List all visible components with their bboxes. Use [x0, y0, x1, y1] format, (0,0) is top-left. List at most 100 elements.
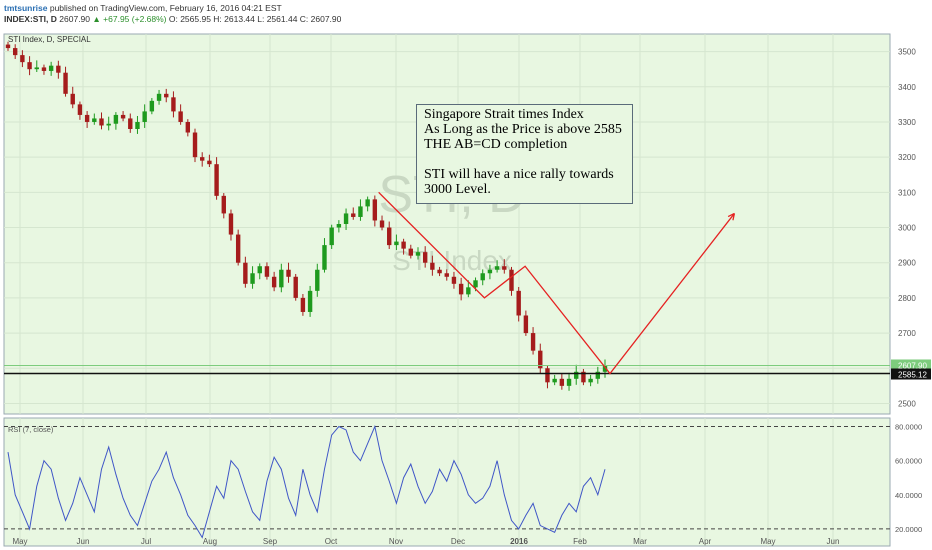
- candle: [530, 333, 536, 351]
- candle: [106, 123, 111, 126]
- candle: [27, 62, 32, 70]
- abcd-pattern-line: [378, 191, 735, 375]
- candle: [394, 241, 399, 246]
- candle: [178, 111, 183, 122]
- rsi-tick-label: 60.0000: [895, 457, 922, 466]
- candle: [329, 227, 334, 246]
- rsi-line: [7, 424, 606, 539]
- support-price-tag: [891, 368, 931, 380]
- candle: [502, 266, 507, 270]
- ohlc-values: O: 2565.95 H: 2613.44 L: 2561.44 C: 2607…: [168, 14, 342, 24]
- candle: [34, 67, 39, 70]
- candle: [602, 365, 608, 372]
- candle: [358, 206, 363, 217]
- annotation-line: [424, 152, 632, 167]
- x-tick-label: Jun: [77, 537, 90, 546]
- y-tick-label: 2800: [898, 294, 916, 303]
- candle: [516, 290, 521, 316]
- y-tick-label: 2500: [898, 399, 916, 408]
- x-tick-label: Sep: [263, 537, 278, 546]
- candle: [430, 262, 435, 270]
- rsi-panel: [3, 417, 891, 547]
- rsi-title: RSI (7, close): [8, 425, 54, 434]
- y-tick-label: 3100: [898, 188, 916, 197]
- candle: [372, 199, 378, 221]
- chart-title: STI Index, D, SPECIAL: [8, 35, 91, 44]
- candle: [315, 269, 320, 291]
- candle: [379, 220, 385, 228]
- candle: [279, 269, 284, 288]
- y-tick-label: 3500: [898, 48, 916, 57]
- y-tick-label: 2900: [898, 259, 916, 268]
- candle: [437, 269, 442, 274]
- candle: [343, 213, 349, 224]
- candle: [221, 195, 226, 214]
- annotation-box[interactable]: Singapore Strait times Index As Long as …: [416, 104, 633, 204]
- symbol-label: INDEX:STI, D: [4, 14, 57, 24]
- candle: [56, 65, 61, 73]
- x-tick-label: Nov: [389, 537, 403, 546]
- candle: [509, 269, 514, 291]
- y-tick-label: 3300: [898, 118, 916, 127]
- candle: [257, 266, 262, 274]
- candle: [300, 297, 306, 312]
- candle: [293, 276, 298, 298]
- candle: [271, 276, 277, 288]
- candle: [185, 121, 191, 133]
- candle: [401, 241, 406, 249]
- publish-line: tmtsunrise published on TradingView.com,…: [4, 3, 282, 14]
- candle: [142, 111, 147, 122]
- x-tick-label: May: [760, 537, 775, 546]
- candle: [494, 266, 500, 270]
- author-link[interactable]: tmtsunrise: [4, 3, 48, 13]
- candle: [20, 55, 25, 63]
- candle: [200, 157, 205, 161]
- candle: [164, 93, 169, 98]
- annotation-line: 3000 Level.: [424, 182, 491, 197]
- candle: [365, 199, 370, 207]
- candle: [336, 224, 342, 228]
- candle: [566, 378, 572, 386]
- y-tick-label: 3200: [898, 153, 916, 162]
- candle: [207, 160, 212, 165]
- candle: [48, 65, 54, 71]
- candle: [92, 118, 97, 122]
- candle: [387, 227, 392, 246]
- publish-info: published on TradingView.com, February 1…: [49, 3, 282, 13]
- candle: [552, 378, 557, 383]
- candle: [538, 350, 543, 369]
- candle: [171, 97, 176, 112]
- candle: [286, 269, 291, 277]
- candle: [444, 273, 449, 277]
- candle: [228, 213, 234, 235]
- candle: [243, 262, 248, 284]
- candle: [408, 248, 413, 256]
- candle: [307, 290, 313, 312]
- candle: [264, 266, 270, 277]
- support-price-label: 2585.12: [898, 370, 927, 379]
- candle: [214, 164, 219, 196]
- candle: [351, 213, 356, 217]
- arrow-head-icon: [727, 212, 736, 221]
- x-tick-label: May: [12, 537, 27, 546]
- candle: [5, 44, 11, 49]
- annotation-line: As Long as the Price is above 2585: [424, 122, 622, 137]
- candle: [41, 67, 47, 71]
- candle: [63, 72, 68, 94]
- candle: [451, 276, 457, 284]
- candle: [415, 252, 421, 256]
- candle: [523, 315, 529, 334]
- last-price: 2607.90: [59, 14, 91, 24]
- x-tick-label: Mar: [633, 537, 647, 546]
- x-tick-label: Apr: [699, 537, 712, 546]
- candle: [574, 371, 579, 379]
- candle: [466, 287, 471, 295]
- rsi-tick-label: 20.0000: [895, 525, 922, 534]
- x-tick-label: Oct: [325, 537, 338, 546]
- candle: [99, 118, 104, 126]
- ohlc-line: INDEX:STI, D 2607.90 ▲ +67.95 (+2.68%) O…: [4, 14, 341, 25]
- candle: [70, 93, 75, 105]
- candle: [128, 118, 133, 129]
- candle: [250, 273, 255, 284]
